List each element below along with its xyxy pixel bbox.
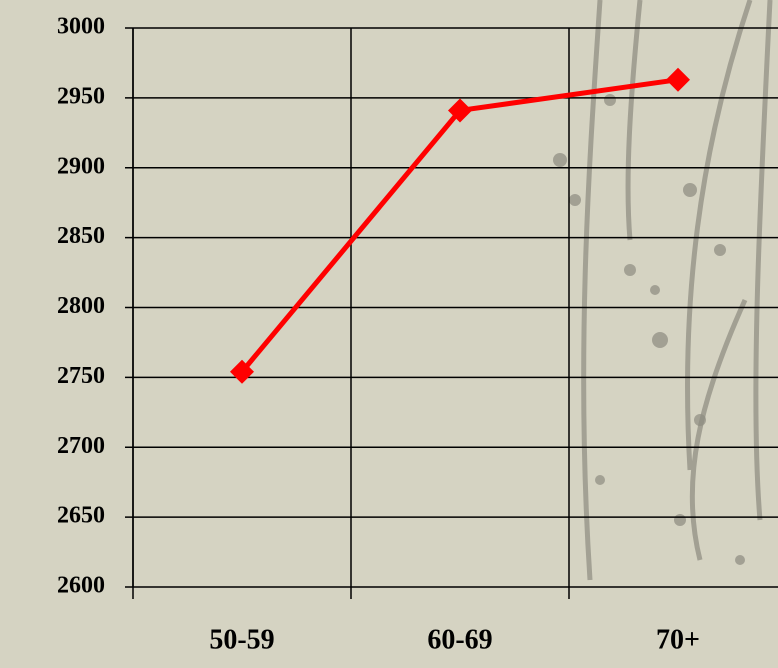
background-decoration — [581, 0, 773, 581]
y-tick-label: 2800 — [57, 293, 105, 319]
y-tick-label: 3000 — [57, 14, 105, 40]
background-decoration — [553, 94, 745, 565]
x-tick-label: 70+ — [656, 624, 700, 655]
marker — [230, 359, 254, 384]
y-tick-label: 2700 — [57, 433, 105, 459]
marker — [666, 67, 690, 92]
y-tick-label: 2750 — [57, 363, 105, 389]
y-tick-label: 2850 — [57, 223, 105, 249]
y-tick-label: 2900 — [57, 153, 105, 179]
y-tick-label: 2650 — [57, 503, 105, 529]
x-tick-label: 60-69 — [427, 624, 492, 655]
y-tick-label: 2600 — [57, 573, 105, 599]
marker — [448, 98, 472, 123]
x-tick-label: 50-59 — [209, 624, 274, 655]
y-tick-label: 2950 — [57, 83, 105, 109]
